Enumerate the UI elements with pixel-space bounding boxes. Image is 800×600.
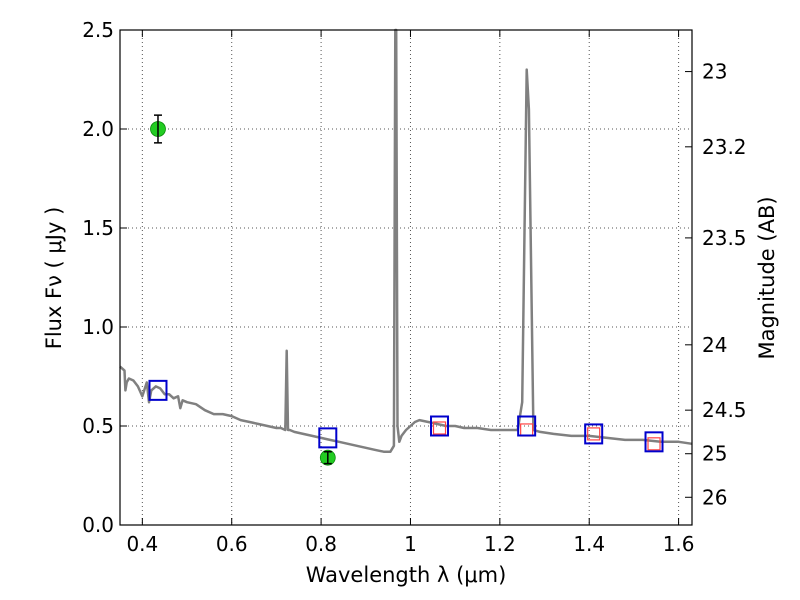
photometry-points-layer: [148, 114, 664, 466]
model-photometry-marker: [517, 415, 537, 437]
y-tick-label: 0.5: [82, 414, 114, 438]
model-spectrum-line: [119, 28, 693, 453]
x-tick-label: 1: [404, 532, 417, 556]
axis-ticks: 0.4 0.6 0.8 1 1.2 1.4 1.6 0.0 0.5 1.0 1.5 2.0 2.5 23 2…: [82, 18, 746, 556]
y-tick-label: 0.0: [82, 513, 114, 537]
y-tick-label: 1.0: [82, 315, 114, 339]
model-photometry-marker: [430, 415, 450, 437]
y2-tick-label: 23.5: [702, 226, 747, 250]
model-photometry-marker: [148, 379, 168, 401]
x-tick-label: 1.6: [663, 532, 695, 556]
upper-limit-marker: [647, 437, 661, 451]
y2-tick-label: 25: [702, 442, 727, 466]
model-photometry-marker: [318, 427, 338, 449]
x-tick-label: 1.4: [573, 532, 605, 556]
x-tick-label: 0.6: [216, 532, 248, 556]
y-tick-label: 1.5: [82, 216, 114, 240]
y2-tick-label: 24: [702, 333, 727, 357]
y2-axis-label: Magnitude (AB): [755, 196, 779, 359]
y2-tick-label: 23.2: [702, 135, 747, 159]
upper-limit-marker: [432, 421, 447, 435]
upper-limit-marker: [587, 427, 601, 441]
y-axis-label: Flux Fν ( μJy ): [42, 207, 66, 350]
plot-frame: [119, 29, 693, 526]
x-tick-label: 0.8: [305, 532, 337, 556]
grid-lines: [120, 30, 692, 525]
model-photometry-marker: [584, 423, 604, 445]
y-tick-label: 2.5: [82, 18, 114, 42]
upper-limit-marker: [520, 423, 534, 437]
y2-tick-label: 24.5: [702, 398, 747, 422]
model-photometry-marker: [644, 431, 664, 453]
x-tick-label: 0.4: [126, 532, 158, 556]
y2-tick-label: 26: [702, 485, 727, 509]
model-spectrum-layer: [119, 28, 693, 453]
x-axis-label: Wavelength λ (μm): [306, 563, 507, 587]
y-tick-label: 2.0: [82, 117, 114, 141]
y2-tick-label: 23: [702, 60, 727, 84]
x-tick-label: 1.2: [484, 532, 516, 556]
